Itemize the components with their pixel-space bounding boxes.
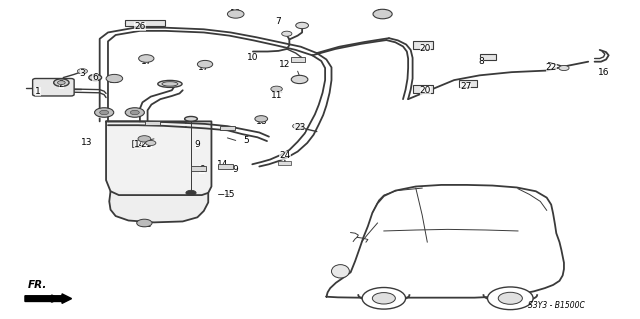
Circle shape: [227, 10, 244, 18]
Text: 10: 10: [247, 53, 259, 62]
Circle shape: [186, 190, 196, 196]
Text: 9: 9: [233, 165, 239, 174]
Text: 14: 14: [217, 160, 228, 169]
Text: 14: 14: [134, 140, 145, 149]
Text: 5: 5: [244, 136, 250, 145]
Circle shape: [58, 81, 65, 85]
Text: 18: 18: [255, 117, 267, 126]
Text: 13: 13: [81, 137, 93, 146]
Circle shape: [106, 74, 123, 83]
Circle shape: [292, 123, 303, 129]
Text: 2: 2: [58, 80, 64, 89]
Circle shape: [54, 79, 69, 86]
Circle shape: [139, 55, 154, 62]
Circle shape: [255, 116, 268, 122]
Text: S3Y3 - B1500C: S3Y3 - B1500C: [528, 301, 585, 310]
Bar: [218, 164, 233, 169]
Circle shape: [559, 65, 569, 70]
Text: 18: 18: [109, 76, 120, 85]
Ellipse shape: [158, 80, 182, 87]
Ellipse shape: [332, 265, 349, 278]
Text: 15: 15: [223, 190, 235, 199]
Text: 24: 24: [279, 151, 291, 160]
Bar: [413, 85, 433, 93]
Circle shape: [125, 108, 145, 117]
Text: 21: 21: [141, 140, 152, 149]
Circle shape: [488, 287, 533, 310]
Bar: [145, 121, 161, 125]
Text: 27: 27: [460, 82, 471, 91]
Circle shape: [95, 108, 114, 117]
Text: 16: 16: [598, 68, 610, 77]
Text: 23: 23: [294, 123, 305, 132]
Circle shape: [131, 110, 140, 115]
Circle shape: [197, 60, 212, 68]
Bar: [413, 41, 433, 49]
Text: 9: 9: [195, 140, 200, 149]
Text: 6: 6: [92, 73, 98, 82]
Polygon shape: [106, 122, 211, 195]
Ellipse shape: [162, 82, 178, 86]
Text: 9: 9: [199, 165, 205, 174]
Bar: [220, 125, 235, 130]
Circle shape: [146, 140, 156, 145]
Bar: [132, 140, 143, 147]
Circle shape: [89, 74, 102, 81]
Circle shape: [282, 31, 292, 36]
Text: 8: 8: [478, 56, 484, 65]
Text: 20: 20: [420, 86, 431, 95]
Text: 17: 17: [141, 57, 152, 66]
Circle shape: [100, 110, 109, 115]
FancyBboxPatch shape: [33, 78, 74, 96]
Text: 4: 4: [129, 109, 134, 118]
Bar: [278, 161, 291, 165]
Bar: [479, 54, 495, 60]
Text: 25: 25: [294, 76, 305, 85]
Text: 1: 1: [35, 87, 40, 96]
Polygon shape: [109, 191, 208, 222]
Text: 20: 20: [420, 44, 431, 53]
Circle shape: [498, 292, 522, 304]
Circle shape: [296, 22, 308, 29]
Text: 12: 12: [279, 60, 291, 69]
Circle shape: [271, 86, 282, 92]
Text: 18: 18: [377, 9, 388, 18]
Bar: [291, 57, 305, 62]
Text: 26: 26: [134, 22, 145, 31]
Text: 7: 7: [276, 17, 282, 26]
Ellipse shape: [184, 116, 197, 121]
Bar: [125, 20, 165, 26]
Text: 22: 22: [545, 63, 557, 72]
Text: 17: 17: [198, 63, 209, 72]
Bar: [460, 80, 477, 87]
Circle shape: [373, 9, 392, 19]
Circle shape: [77, 69, 88, 74]
Bar: [191, 166, 206, 171]
Circle shape: [362, 287, 406, 309]
Text: 4: 4: [97, 109, 102, 118]
Circle shape: [137, 219, 152, 227]
Circle shape: [138, 136, 151, 142]
Circle shape: [291, 75, 308, 84]
Text: 3: 3: [79, 69, 85, 78]
Text: FR.: FR.: [28, 280, 47, 290]
Text: 11: 11: [271, 92, 282, 100]
FancyArrow shape: [25, 294, 72, 303]
Text: 19: 19: [230, 9, 241, 18]
Text: 21: 21: [141, 220, 152, 229]
Circle shape: [372, 293, 396, 304]
